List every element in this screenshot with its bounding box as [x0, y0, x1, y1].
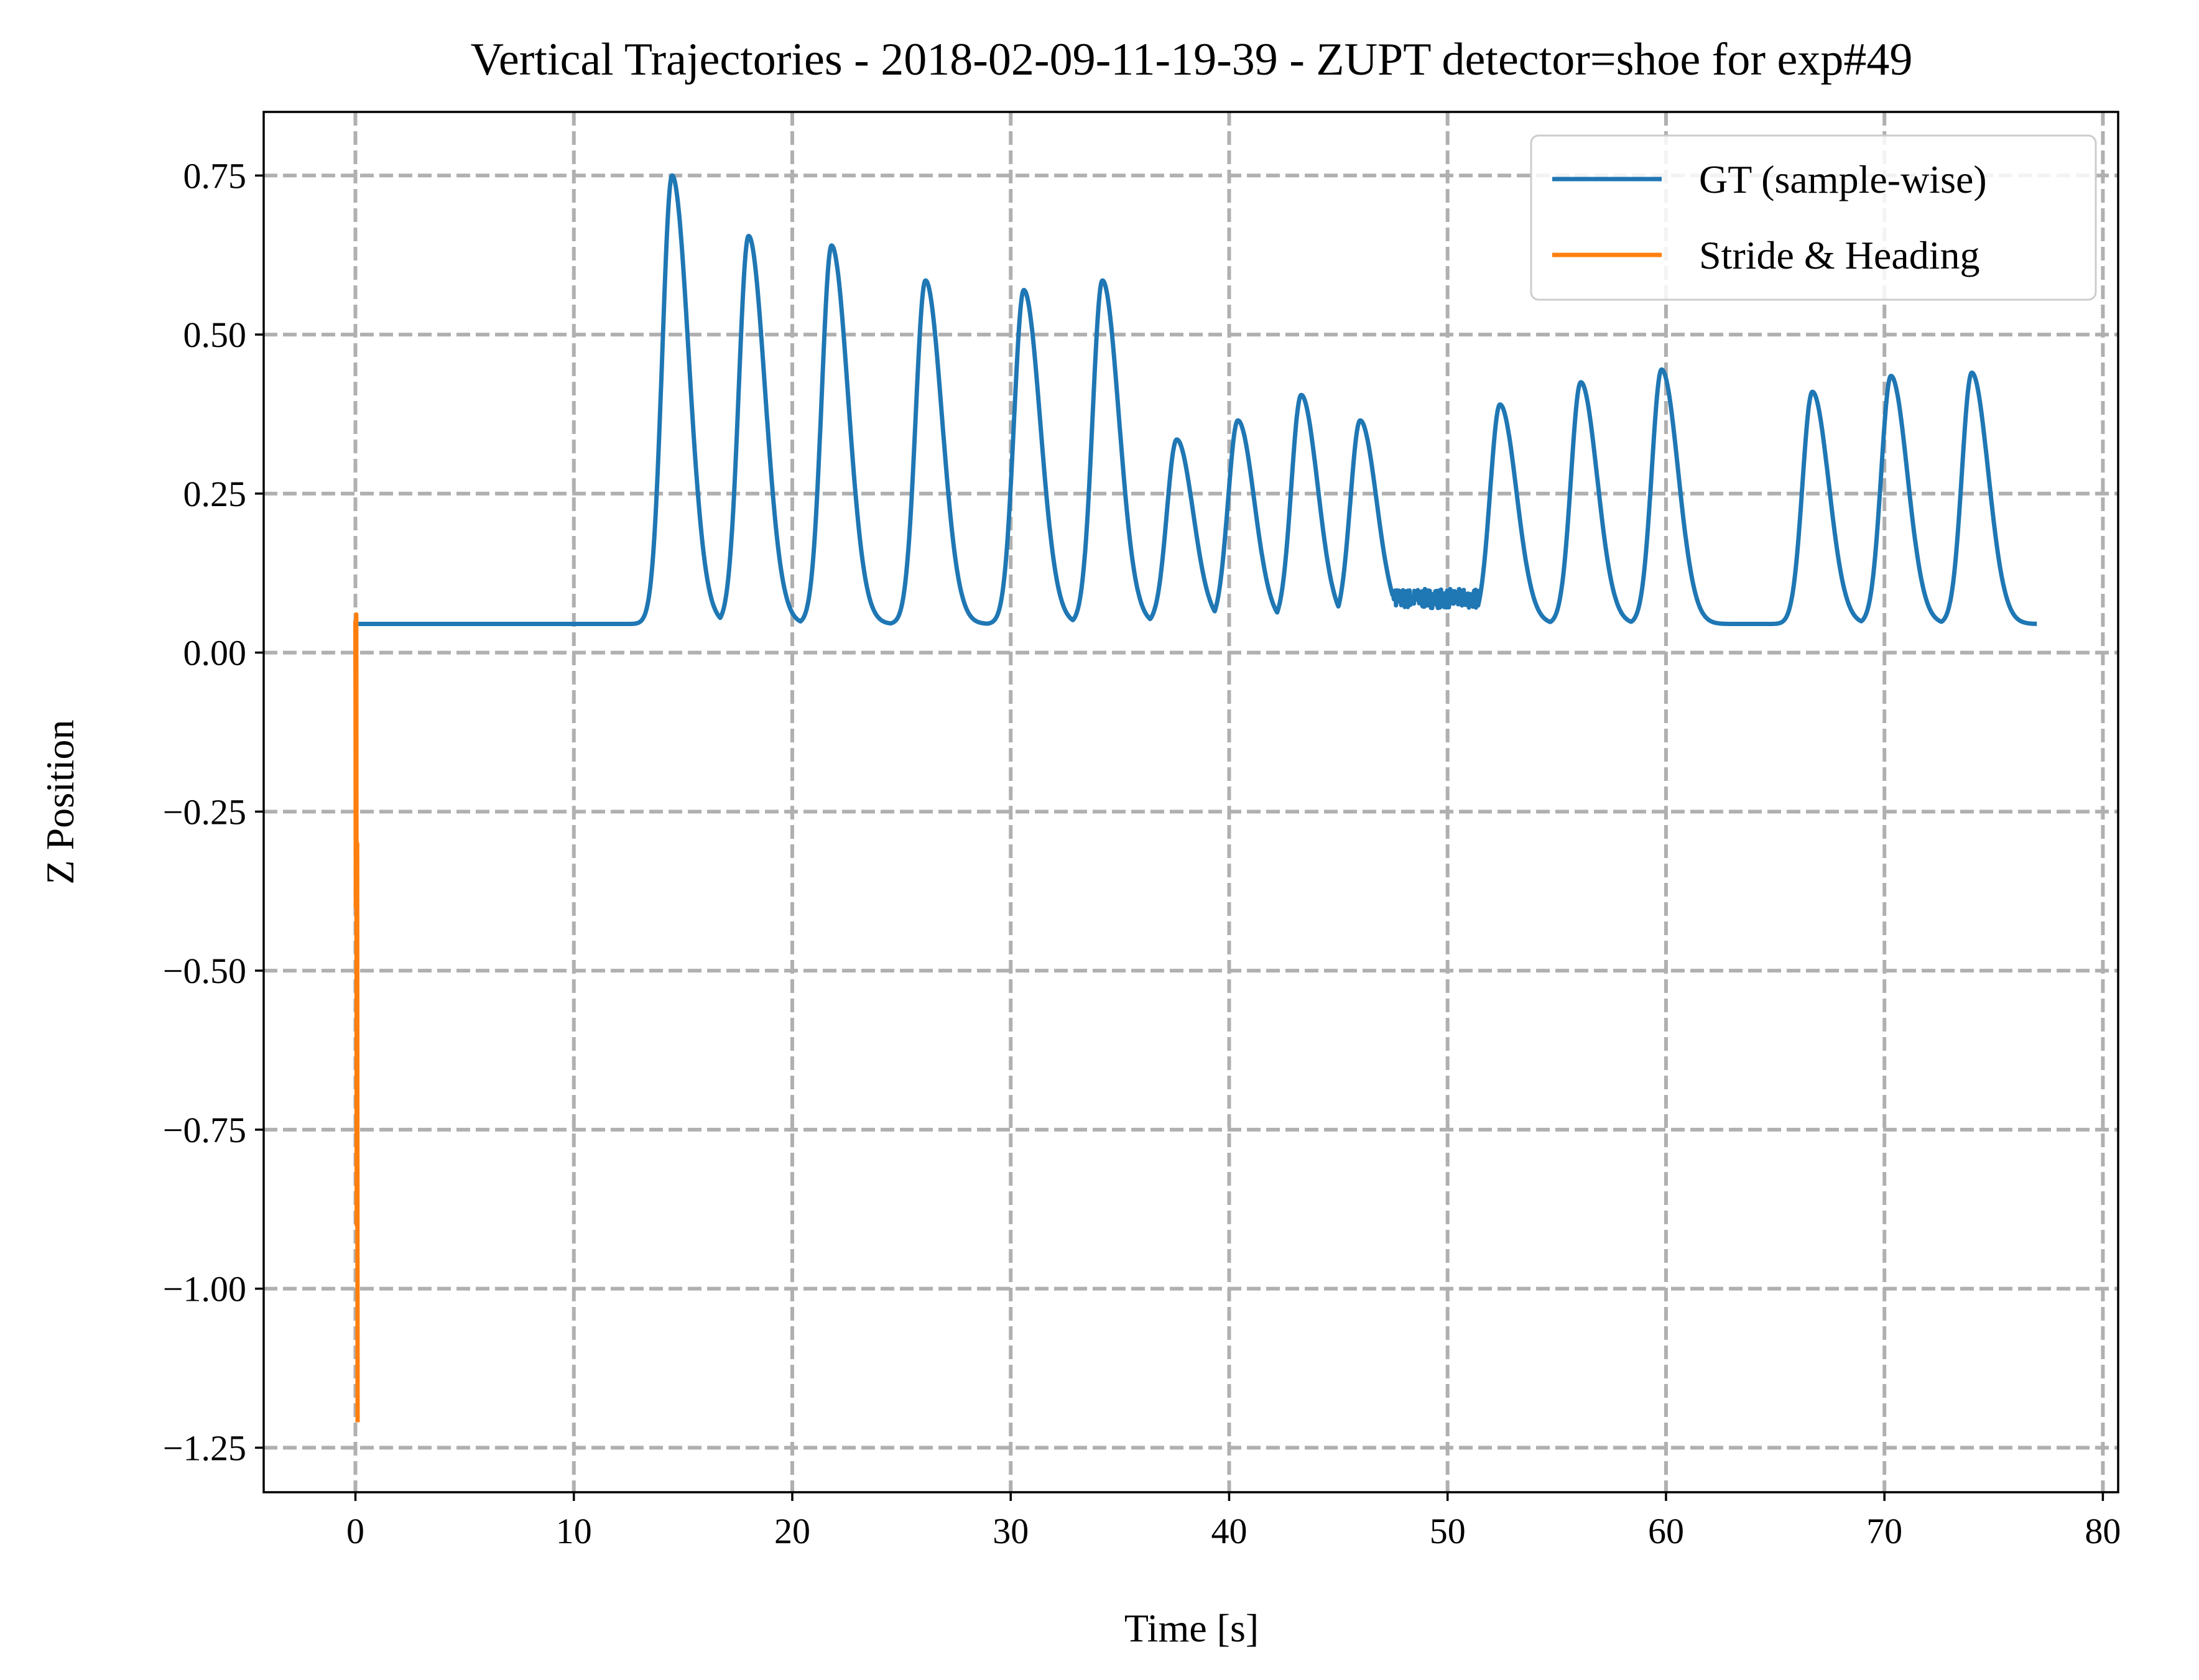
x-tick-label: 10: [556, 1511, 592, 1551]
x-tick-label: 40: [1211, 1511, 1247, 1551]
legend-label-gt: GT (sample-wise): [1699, 157, 1987, 201]
x-tick-label: 0: [346, 1511, 364, 1551]
x-tick-label: 20: [774, 1511, 810, 1551]
series-gt-line: [353, 173, 2039, 626]
y-tick-label: −0.75: [163, 1110, 246, 1150]
x-tick-label: 80: [2085, 1511, 2121, 1551]
grid-lines: [264, 112, 2118, 1492]
y-tick-label: 0.25: [183, 474, 247, 514]
y-axis-label: Z Position: [38, 720, 82, 885]
x-tick-label: 50: [1430, 1511, 1466, 1551]
y-tick-label: −0.50: [163, 951, 246, 991]
series-stride-heading-line: [353, 612, 360, 1423]
y-tick-label: 0.00: [183, 633, 247, 673]
x-axis-label: Time [s]: [1124, 1606, 1259, 1650]
y-axis-ticks: 0.75 0.50 0.25 0.00 −0.25 −0.50 −0.75 −1.00 −1.2…: [163, 155, 264, 1468]
y-tick-label: 0.75: [183, 155, 247, 196]
x-tick-label: 60: [1648, 1511, 1684, 1551]
series-layer: [353, 173, 2039, 1423]
y-tick-label: −0.25: [163, 792, 246, 832]
legend-box: [1530, 134, 2097, 301]
x-axis-ticks: 0 10 20 30 40 50 60 70 80: [346, 1492, 2121, 1551]
y-tick-label: 0.50: [183, 315, 247, 355]
x-tick-label: 70: [1866, 1511, 1902, 1551]
y-tick-label: −1.25: [163, 1428, 246, 1468]
legend: GT (sample-wise) Stride & Heading: [1530, 134, 2097, 301]
chart-title: Vertical Trajectories - 2018-02-09-11-19…: [471, 34, 1913, 85]
plot-frame: [262, 111, 2119, 1493]
x-tick-label: 30: [993, 1511, 1029, 1551]
legend-label-stride-heading: Stride & Heading: [1699, 233, 1979, 277]
y-tick-label: −1.00: [163, 1269, 246, 1309]
